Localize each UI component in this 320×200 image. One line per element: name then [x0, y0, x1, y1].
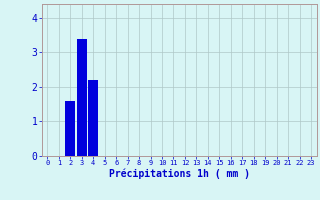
X-axis label: Précipitations 1h ( mm ): Précipitations 1h ( mm ) — [109, 169, 250, 179]
Bar — [65, 101, 75, 156]
Bar — [77, 39, 87, 156]
Bar — [88, 80, 98, 156]
